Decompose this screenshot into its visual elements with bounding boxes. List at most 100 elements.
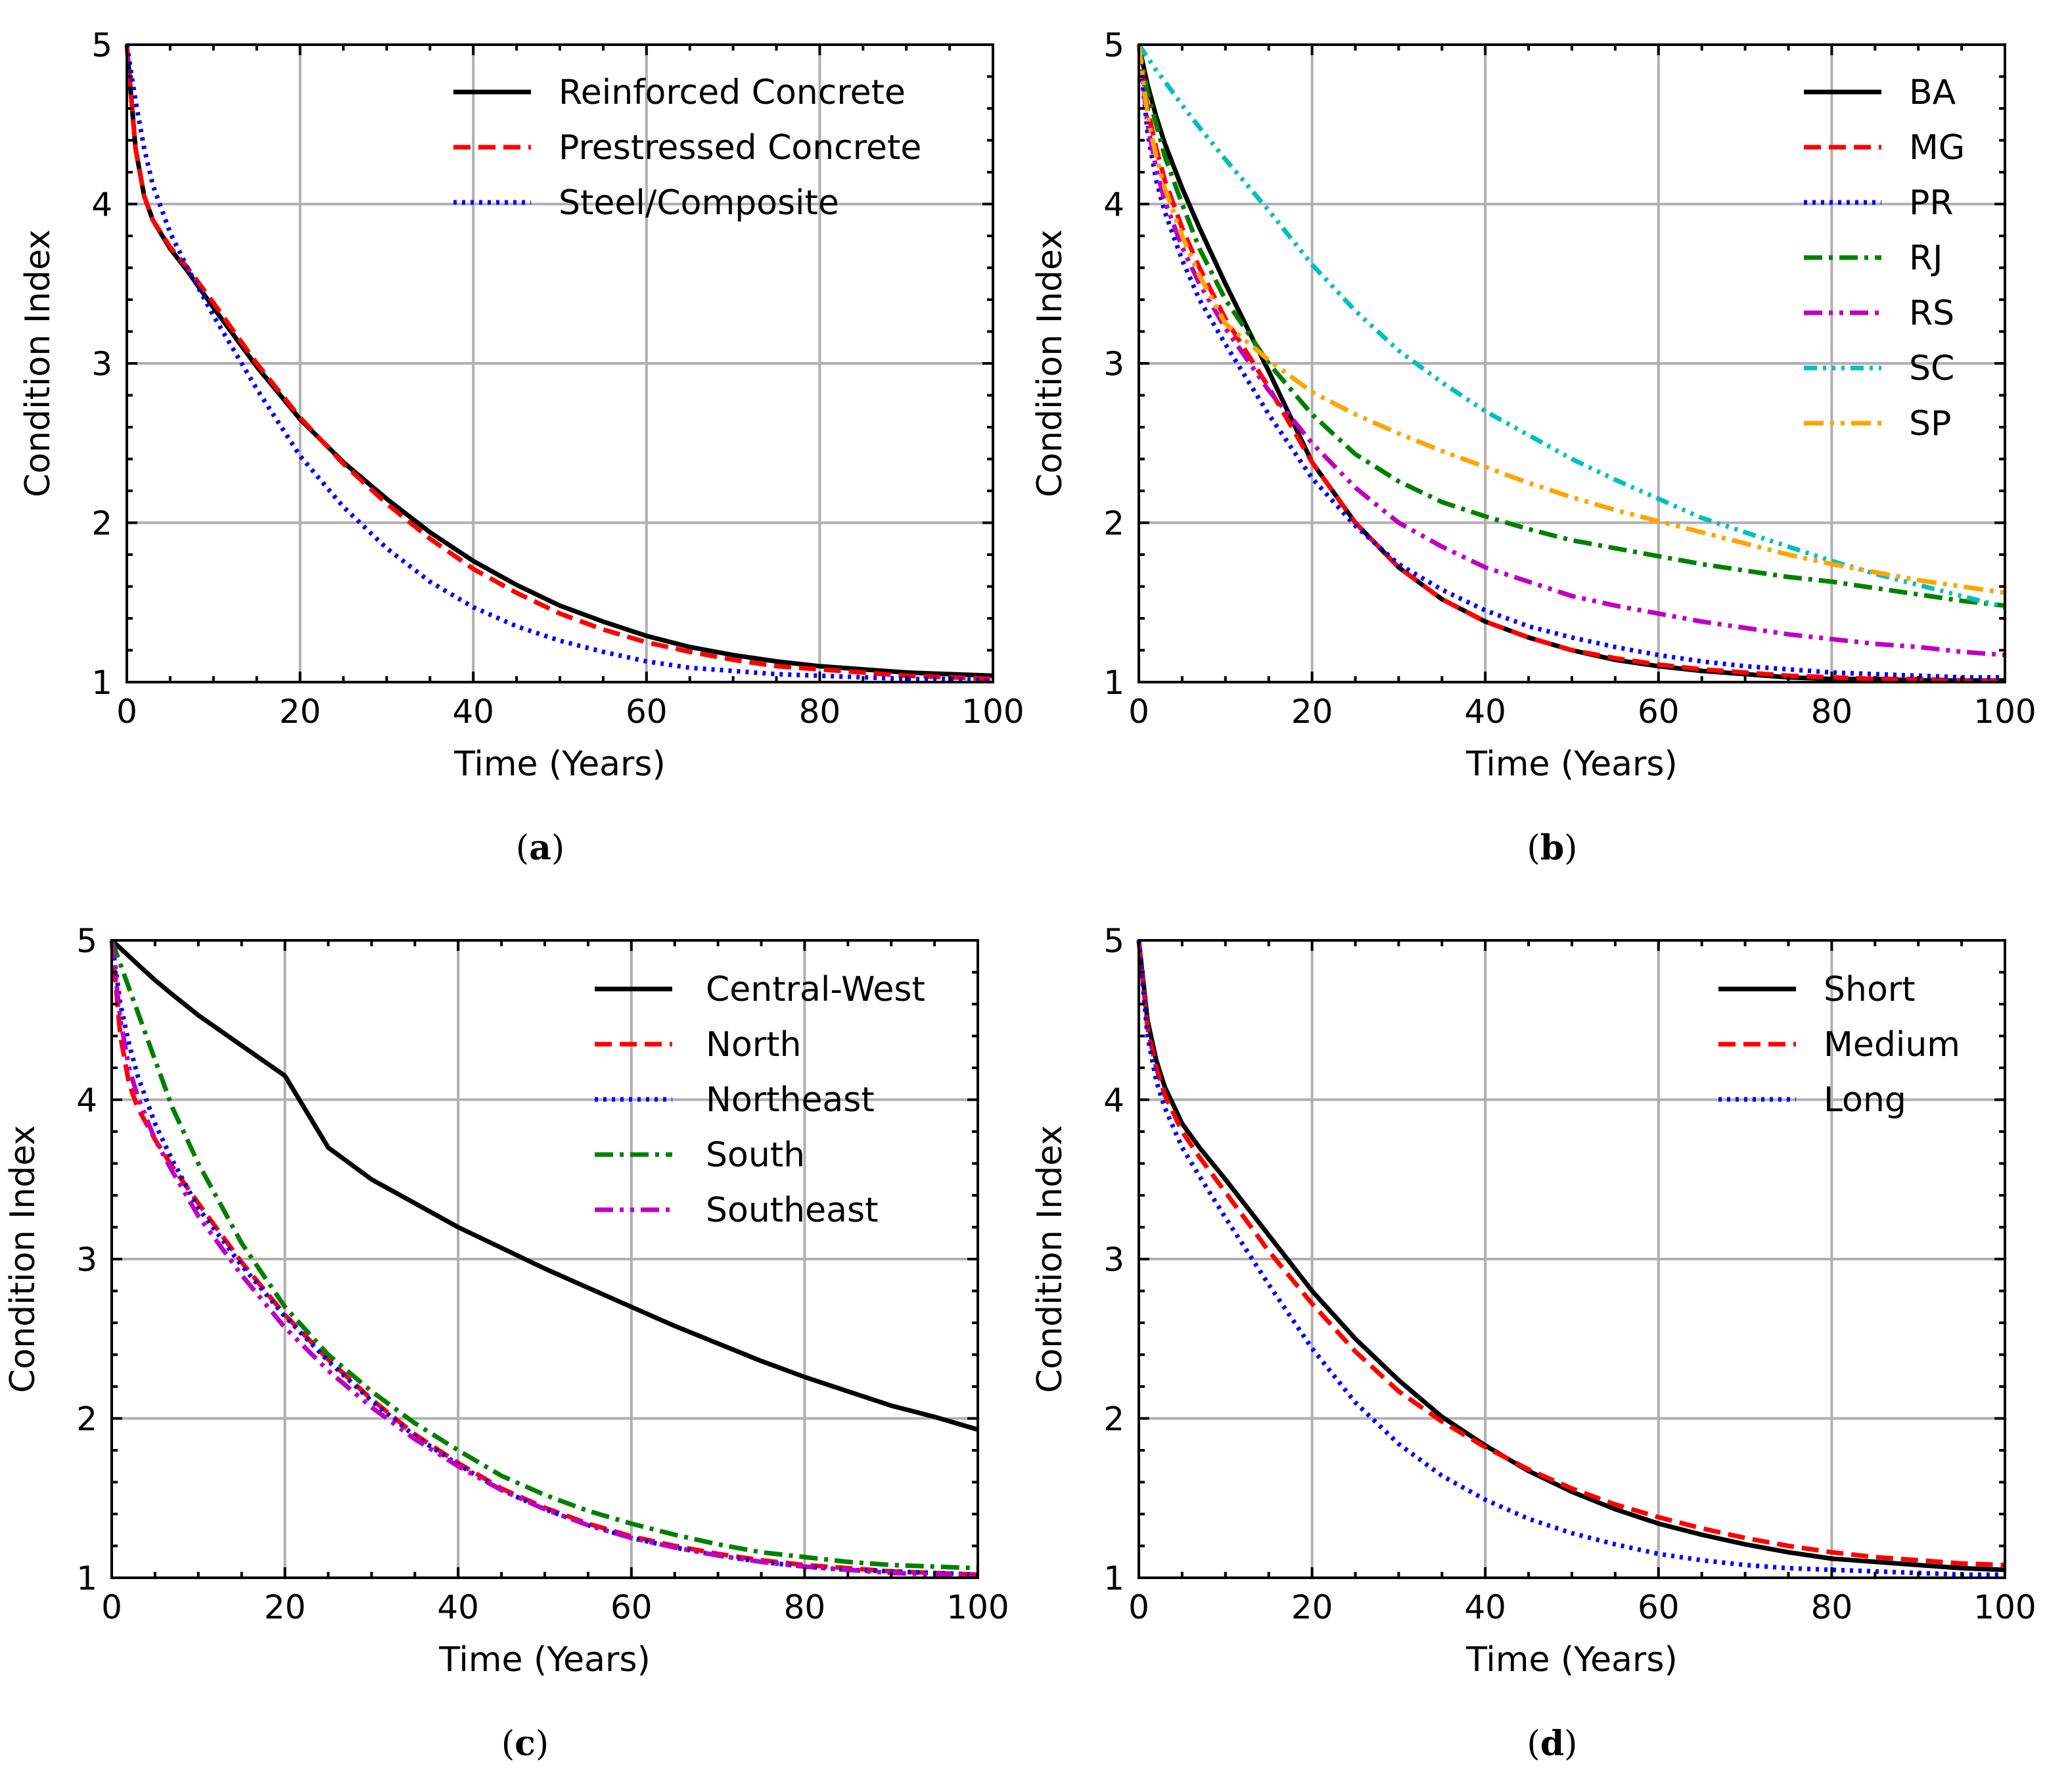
legend-label: BA bbox=[1909, 73, 1956, 112]
panel-d: 0 20 40 60 80 100 1 2 3 4 5 Time (Years) Condition I… bbox=[1030, 922, 2036, 1764]
y-axis-label: Condition Index bbox=[1030, 1125, 1070, 1393]
series-line-south bbox=[109, 939, 978, 1571]
legend-label: South bbox=[706, 1136, 805, 1175]
ticks bbox=[126, 43, 994, 683]
legend-label: RS bbox=[1909, 294, 1954, 333]
caption-open-paren: ( bbox=[516, 829, 529, 868]
series-line-long bbox=[1136, 940, 2005, 1577]
panel-caption: (c) bbox=[501, 1724, 549, 1764]
grid bbox=[1139, 45, 2005, 682]
y-tick-label: 3 bbox=[1103, 1241, 1124, 1279]
x-tick-label: 100 bbox=[961, 693, 1024, 731]
x-tick-label: 40 bbox=[1464, 693, 1506, 731]
y-tick-label: 3 bbox=[91, 345, 112, 383]
caption-letter: a bbox=[529, 828, 551, 868]
y-tick-label: 2 bbox=[1103, 1400, 1124, 1438]
x-tick-label: 80 bbox=[1811, 693, 1853, 731]
y-tick-label: 4 bbox=[1103, 1082, 1124, 1120]
x-tick-label: 20 bbox=[1291, 1588, 1333, 1626]
series-line-medium bbox=[1136, 940, 2006, 1568]
y-tick-label: 5 bbox=[1103, 922, 1124, 960]
x-tick-label: 40 bbox=[452, 693, 494, 731]
ticks bbox=[1138, 43, 2006, 683]
y-tick-label: 3 bbox=[1103, 345, 1124, 383]
caption-close-paren: ) bbox=[1564, 829, 1577, 868]
legend-label: MG bbox=[1909, 128, 1965, 168]
x-tick-label: 40 bbox=[437, 1588, 479, 1626]
x-axis-label: Time (Years) bbox=[1465, 1640, 1678, 1680]
legend-label: Central-West bbox=[706, 970, 925, 1009]
y-tick-label: 1 bbox=[76, 1559, 97, 1597]
x-tick-label: 80 bbox=[784, 1588, 826, 1626]
x-tick-label: 0 bbox=[1128, 693, 1149, 731]
y-tick-label: 4 bbox=[1103, 186, 1124, 224]
legend-label: North bbox=[706, 1025, 801, 1065]
legend: Short Medium Long bbox=[1718, 970, 1960, 1120]
x-axis-label: Time (Years) bbox=[438, 1640, 651, 1680]
y-tick-label: 4 bbox=[91, 186, 112, 224]
series-line-rs bbox=[1136, 44, 2006, 658]
ticks bbox=[1138, 939, 2006, 1579]
caption-letter: b bbox=[1540, 828, 1564, 868]
x-tick-label: 20 bbox=[279, 693, 321, 731]
y-tick-label: 1 bbox=[1103, 1559, 1124, 1597]
x-tick-label: 60 bbox=[1638, 1588, 1680, 1626]
legend-label: Prestressed Concrete bbox=[559, 128, 921, 168]
caption-open-paren: ( bbox=[1527, 829, 1540, 868]
y-tick-label: 5 bbox=[1103, 26, 1124, 64]
series-line-sp bbox=[1136, 44, 2006, 595]
x-tick-label: 60 bbox=[1638, 693, 1680, 731]
panel-b: 0 20 40 60 80 100 1 2 3 4 5 Time (Years) Condition I… bbox=[1030, 26, 2036, 868]
caption-close-paren: ) bbox=[551, 829, 564, 868]
x-tick-label: 60 bbox=[626, 693, 668, 731]
legend-label: RJ bbox=[1909, 239, 1943, 278]
caption-open-paren: ( bbox=[501, 1724, 515, 1764]
x-tick-label: 100 bbox=[946, 1588, 1009, 1626]
series-line-northeast bbox=[109, 940, 978, 1577]
y-tick-label: 2 bbox=[91, 505, 112, 543]
grid bbox=[127, 45, 993, 682]
x-axis-label: Time (Years) bbox=[1465, 745, 1678, 784]
y-tick-label: 1 bbox=[91, 664, 112, 702]
grid bbox=[1139, 940, 2005, 1578]
legend: Reinforced Concrete Prestressed Concrete S… bbox=[453, 73, 921, 223]
legend-label: SC bbox=[1909, 349, 1954, 388]
series-line-north bbox=[109, 940, 978, 1577]
x-tick-label: 20 bbox=[264, 1588, 306, 1626]
panel-caption: (b) bbox=[1527, 828, 1578, 868]
x-tick-label: 80 bbox=[799, 693, 841, 731]
legend-label: Northeast bbox=[706, 1080, 875, 1120]
series-line-rj bbox=[1136, 44, 2006, 609]
y-tick-label: 1 bbox=[1103, 664, 1124, 702]
x-tick-label: 100 bbox=[1973, 693, 2036, 731]
series-line-southeast bbox=[109, 940, 978, 1577]
caption-letter: d bbox=[1540, 1724, 1564, 1764]
y-tick-label: 5 bbox=[76, 922, 97, 960]
legend: Central-West North Northeast South Southeast bbox=[595, 970, 925, 1230]
caption-open-paren: ( bbox=[1527, 1724, 1540, 1764]
grid bbox=[112, 940, 978, 1578]
y-tick-label: 5 bbox=[91, 26, 112, 64]
legend-label: PR bbox=[1909, 183, 1954, 223]
legend-label: SP bbox=[1909, 404, 1951, 444]
y-tick-label: 2 bbox=[1103, 505, 1124, 543]
x-tick-label: 40 bbox=[1464, 1588, 1506, 1626]
caption-letter: c bbox=[515, 1724, 536, 1764]
y-tick-label: 3 bbox=[76, 1241, 97, 1279]
y-tick-label: 4 bbox=[76, 1082, 97, 1120]
caption-close-paren: ) bbox=[1564, 1724, 1577, 1764]
x-tick-label: 60 bbox=[610, 1588, 653, 1626]
x-tick-label: 80 bbox=[1811, 1588, 1853, 1626]
legend-label: Medium bbox=[1824, 1025, 1960, 1065]
series-line-prestressed-concrete bbox=[124, 44, 994, 681]
x-tick-label: 20 bbox=[1291, 693, 1333, 731]
panel-caption: (d) bbox=[1527, 1724, 1578, 1764]
legend-label: Steel/Composite bbox=[559, 183, 839, 223]
ticks bbox=[110, 939, 979, 1579]
x-tick-label: 100 bbox=[1973, 1588, 2036, 1626]
x-tick-label: 0 bbox=[116, 693, 137, 731]
y-axis-label: Condition Index bbox=[1030, 229, 1070, 497]
legend-label: Reinforced Concrete bbox=[559, 73, 906, 112]
x-tick-label: 0 bbox=[1128, 1588, 1149, 1626]
